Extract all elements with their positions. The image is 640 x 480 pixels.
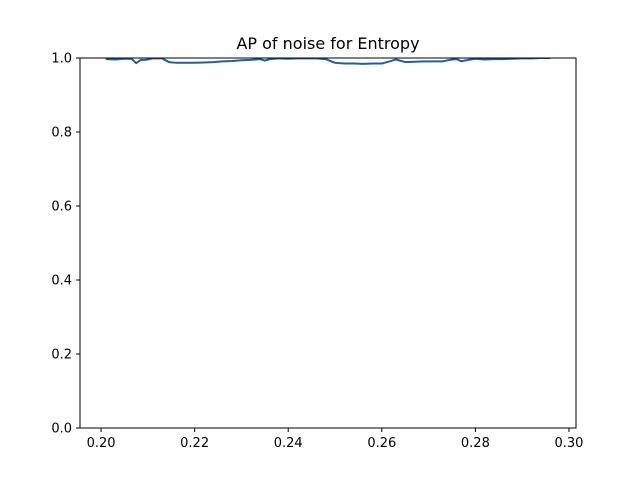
x-tick-label: 0.20 — [87, 436, 116, 451]
x-tick-label: 0.26 — [367, 436, 396, 451]
plot-area — [79, 57, 577, 429]
y-tick-label: 0.2 — [51, 348, 72, 363]
x-tick-label: 0.22 — [180, 436, 209, 451]
series-line-0 — [105, 58, 551, 65]
x-tick-label: 0.24 — [274, 436, 303, 451]
y-tick-label: 0.0 — [51, 422, 72, 437]
x-tick-label: 0.30 — [555, 436, 584, 451]
y-tick-label: 0.6 — [51, 200, 72, 215]
chart-title: AP of noise for Entropy — [236, 34, 419, 53]
axes-frame — [79, 57, 577, 429]
y-tick-label: 1.0 — [51, 52, 72, 67]
y-axis: 0.0 0.2 0.4 0.6 0.8 1.0 — [51, 52, 80, 437]
y-tick-label: 0.4 — [51, 274, 72, 289]
x-tick-label: 0.28 — [461, 436, 490, 451]
x-axis: 0.20 0.22 0.24 0.26 0.28 0.30 — [87, 428, 584, 451]
series-layer — [105, 58, 551, 65]
y-tick-label: 0.8 — [51, 126, 72, 141]
